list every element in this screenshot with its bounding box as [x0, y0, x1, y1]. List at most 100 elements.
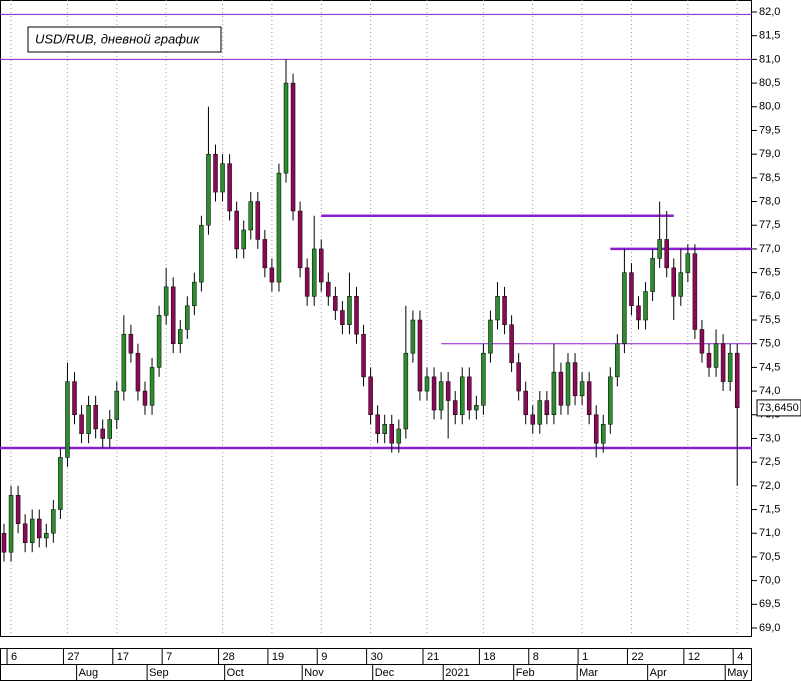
month-label: Mar [579, 667, 598, 679]
candle-body [163, 286, 169, 316]
x-tick-label: 8 [533, 651, 539, 663]
candle-body [445, 381, 451, 401]
candle-body [544, 400, 550, 416]
candle-body [474, 405, 479, 411]
candle-body [311, 248, 317, 297]
candle-body [396, 428, 402, 444]
candle-body [213, 153, 218, 193]
candle-body [142, 390, 148, 406]
candle-body [502, 296, 507, 325]
candle-body [467, 376, 472, 411]
month-label: May [727, 667, 748, 679]
candle-body [234, 210, 239, 250]
axes: 69,069,570,070,571,071,572,072,573,073,5… [6, 6, 801, 681]
candle-body [22, 523, 28, 543]
candle-body [643, 291, 648, 321]
candle-body [671, 267, 676, 297]
candle-body [156, 315, 162, 368]
candle-body [692, 253, 698, 330]
candle-body [354, 296, 359, 335]
y-tick-label: 74,5 [759, 361, 780, 373]
candle-body [368, 376, 373, 416]
candle-body [170, 286, 176, 344]
x-tick-label: 4 [737, 651, 743, 663]
candle-body [579, 381, 585, 397]
candle-body [29, 518, 35, 543]
month-label: Aug [79, 667, 99, 679]
candle-body [72, 381, 77, 416]
candle-body [410, 319, 416, 354]
candle-body [276, 172, 282, 283]
candle-body [290, 82, 296, 212]
x-tick-label: 30 [371, 651, 383, 663]
y-tick-label: 73,0 [759, 432, 780, 444]
candle-body [248, 201, 253, 231]
candle-body [227, 163, 232, 212]
candle-body [713, 343, 719, 368]
candle-body [664, 239, 669, 269]
candle-body [192, 281, 197, 307]
candle-body [460, 376, 465, 416]
y-tick-label: 80,5 [759, 77, 780, 89]
month-label: Oct [227, 667, 244, 679]
x-tick-label: 7 [166, 651, 172, 663]
candle-body [37, 518, 42, 539]
candle-body [375, 414, 380, 434]
x-tick-label: 28 [223, 651, 235, 663]
x-tick-label: 19 [272, 651, 284, 663]
candle-body [121, 333, 127, 392]
y-tick-label: 77,5 [759, 219, 780, 231]
candle-body [727, 352, 733, 382]
candle-body [734, 352, 740, 408]
month-label: Nov [304, 667, 324, 679]
candle-body [678, 272, 684, 297]
candle-body [509, 324, 514, 363]
y-tick-label: 76,0 [759, 290, 780, 302]
candle-body [220, 163, 225, 193]
y-tick-label: 70,5 [759, 551, 780, 563]
candle-body [93, 405, 98, 430]
candle-body [347, 296, 352, 325]
title-box [27, 26, 222, 53]
candle-body [636, 305, 641, 321]
y-tick-label: 71,5 [759, 503, 780, 515]
candle-body [333, 296, 338, 311]
y-tick-label: 81,0 [759, 53, 780, 65]
candle-body [417, 319, 423, 392]
y-tick-label: 70,0 [759, 575, 780, 587]
month-label: Dec [375, 667, 395, 679]
candle-body [431, 376, 437, 411]
candle-body [516, 362, 521, 392]
candle-body [326, 281, 331, 297]
candle-body [199, 224, 204, 283]
month-label: Sep [149, 667, 169, 679]
candle-body [615, 343, 620, 378]
candle-body [135, 352, 141, 392]
last-price-label: 73,6450 [759, 402, 799, 414]
candle-body [382, 423, 387, 434]
candle-body [495, 296, 500, 321]
candle-body [304, 267, 310, 297]
y-tick-label: 77,0 [759, 243, 780, 255]
candle-body [79, 414, 84, 434]
candle-body [262, 239, 268, 269]
candle-body [1, 532, 7, 553]
candle-body [586, 381, 592, 416]
candle-body [657, 239, 662, 259]
x-tick-label: 18 [483, 651, 495, 663]
y-tick-label: 74,0 [759, 385, 780, 397]
y-tick-label: 79,5 [759, 124, 780, 136]
y-tick-label: 69,5 [759, 598, 780, 610]
candle-body [283, 82, 289, 174]
candle-body [452, 400, 458, 416]
candle-body [424, 376, 430, 392]
candle-body [255, 201, 261, 240]
candle-body [149, 367, 155, 406]
candle-body [269, 267, 275, 283]
candle-body [58, 457, 63, 510]
candle-body [685, 253, 691, 273]
y-tick-label: 69,0 [759, 622, 780, 634]
y-tick-label: 81,5 [759, 30, 780, 42]
candle-body [389, 423, 394, 444]
